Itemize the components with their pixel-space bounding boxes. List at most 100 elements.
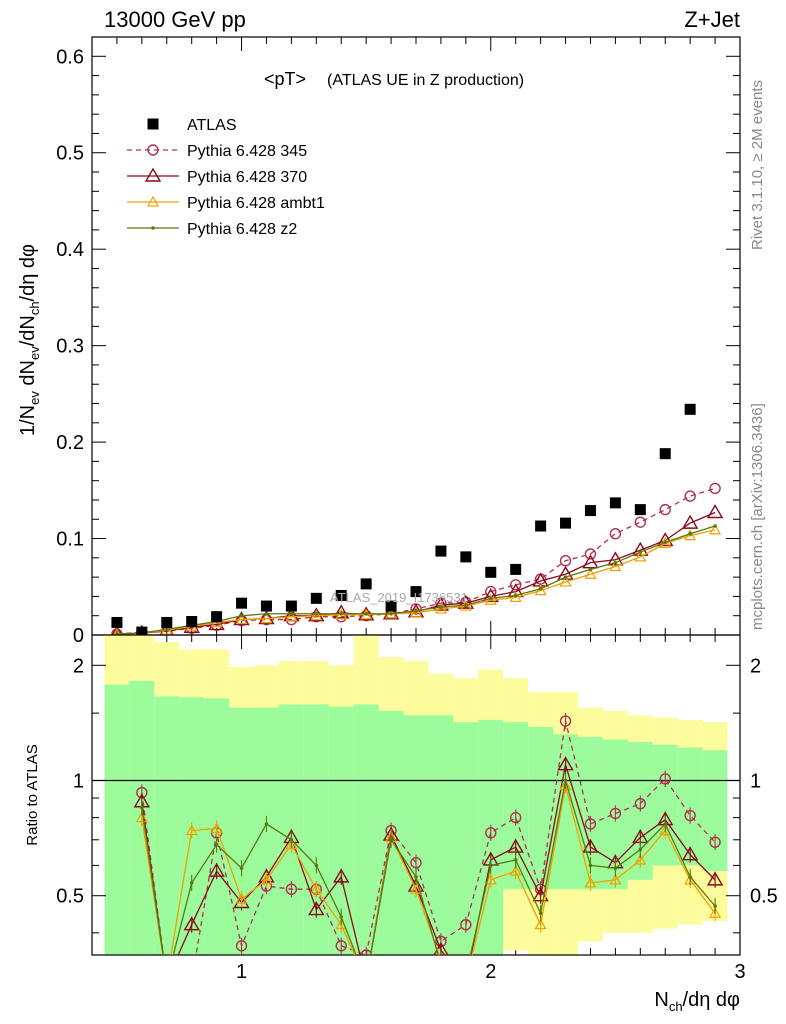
marker-triangle (285, 838, 298, 850)
marker-triangle (457, 594, 475, 609)
marker-triangle (210, 822, 223, 833)
marker-dot (613, 866, 618, 871)
ratio-line-ambt1 (141, 785, 716, 955)
band-inner (453, 722, 479, 955)
y-tick-label: 0.1 (56, 529, 84, 551)
band-inner (229, 707, 254, 955)
marker-circle (485, 827, 497, 839)
series-line-p370 (116, 511, 716, 635)
header-right: Z+Jet (684, 7, 740, 32)
marker-square (609, 497, 621, 509)
ratio-tick-label: 0.5 (56, 886, 84, 908)
marker-dot (638, 847, 643, 852)
svg-text:1/Nev dNev/dNch/dη dφ: 1/Nev dNev/dNch/dη dφ (17, 244, 42, 436)
series-line-z2 (116, 525, 716, 635)
marker-triangle (607, 551, 624, 566)
marker-square (310, 592, 322, 604)
marker-circle (684, 490, 696, 502)
band-inner (353, 704, 379, 955)
marker-square (147, 118, 159, 130)
marker-square (161, 616, 173, 628)
ratio-line-z2 (141, 780, 716, 955)
marker-square (634, 504, 646, 516)
marker-triangle (706, 504, 724, 519)
band-inner (154, 696, 180, 955)
marker-triangle (183, 916, 200, 931)
legend-title-main: <pT> (264, 69, 306, 89)
marker-dot (613, 560, 618, 565)
marker-square (111, 616, 123, 628)
marker-circle (147, 144, 159, 156)
marker-dot (464, 603, 468, 607)
marker-square (535, 520, 547, 532)
marker-dot (239, 613, 244, 618)
x-axis-label: Nch/dη dφ (654, 989, 740, 1014)
series-line-ambt1 (116, 529, 716, 635)
y-tick-label: 0.4 (56, 239, 84, 261)
marker-triangle (135, 811, 148, 823)
marker-dot (189, 881, 194, 885)
marker-square (186, 615, 198, 627)
marker-triangle (235, 892, 248, 904)
legend-label: Pythia 6.428 345 (187, 143, 307, 160)
y-tick-label: 0 (73, 625, 84, 647)
marker-triangle (609, 873, 622, 885)
rivet-label: Rivet 3.1.10, ≥ 2M events (749, 80, 766, 250)
marker-triangle (111, 625, 123, 635)
marker-triangle (509, 864, 522, 876)
marker-circle (584, 818, 597, 830)
x-tick-label: 1 (236, 961, 247, 983)
marker-triangle (432, 596, 450, 611)
marker-dot (538, 911, 543, 916)
marker-circle (509, 579, 522, 591)
marker-triangle (632, 541, 649, 556)
marker-circle (509, 811, 522, 824)
band-inner (104, 684, 130, 955)
marker-triangle (582, 838, 599, 853)
band-inner (428, 715, 454, 955)
marker-triangle (484, 594, 497, 605)
marker-triangle (260, 873, 273, 885)
marker-circle (709, 482, 721, 495)
marker-dot (339, 915, 344, 919)
marker-triangle (559, 575, 572, 587)
marker-circle (559, 715, 572, 727)
legend-label: ATLAS (187, 117, 237, 134)
marker-triangle (557, 565, 574, 580)
marker-dot (563, 575, 568, 579)
ratio-tick-label: 1 (73, 771, 84, 793)
marker-circle (709, 836, 721, 848)
marker-dot (264, 611, 269, 616)
marker-triangle (310, 882, 323, 894)
marker-dot (314, 863, 319, 868)
marker-triangle (146, 195, 160, 207)
legend-label: Pythia 6.428 z2 (187, 221, 297, 238)
marker-circle (335, 940, 347, 952)
marker-triangle (681, 514, 699, 529)
ratio-series-group (133, 712, 724, 955)
marker-square (460, 551, 472, 563)
marker-circle (634, 516, 647, 528)
marker-square (410, 586, 422, 598)
legend-label: Pythia 6.428 370 (187, 169, 307, 186)
marker-square (684, 403, 696, 415)
marker-triangle (584, 876, 597, 888)
marker-circle (559, 555, 572, 567)
marker-circle (659, 773, 671, 785)
marker-dot (688, 875, 692, 879)
marker-dot (663, 822, 668, 826)
x-tick-label: 2 (485, 961, 496, 983)
marker-dot (513, 858, 518, 862)
band-inner (528, 726, 554, 890)
band-inner (652, 744, 678, 866)
marker-triangle (681, 846, 699, 861)
legend-label: Pythia 6.428 ambt1 (187, 195, 325, 212)
band-inner (702, 750, 728, 872)
marker-dot (713, 524, 717, 528)
marker-dot (115, 632, 119, 635)
marker-circle (659, 503, 671, 516)
marker-triangle (434, 602, 447, 614)
marker-triangle (208, 862, 225, 877)
marker-dot (364, 611, 368, 616)
header-left: 13000 GeV pp (104, 7, 246, 32)
